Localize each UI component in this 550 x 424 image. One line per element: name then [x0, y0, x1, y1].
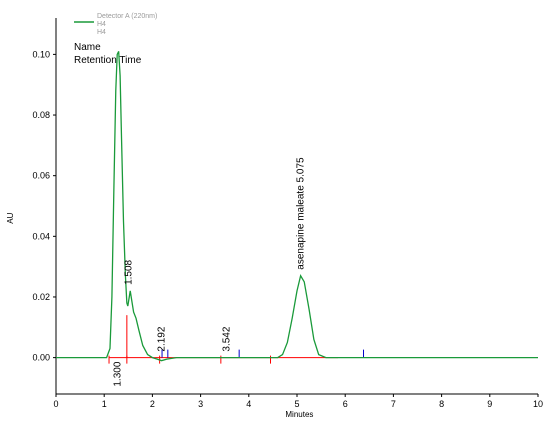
y-tick-label: 0.00: [32, 353, 50, 363]
peak-label: 3.542: [222, 326, 233, 351]
integration-markers: [108, 315, 365, 364]
y-tick-label: 0.02: [32, 292, 50, 302]
x-tick-label: 8: [439, 399, 444, 409]
x-tick-label: 0: [53, 399, 58, 409]
peak-label: 2.192: [157, 326, 168, 351]
info-label-name: Name: [74, 42, 101, 53]
x-tick-label: 1: [102, 399, 107, 409]
peak-labels: 1.300 1.508 2.192 3.542 asenapine maleate 5.…: [113, 157, 307, 387]
x-tick-label: 2: [150, 399, 155, 409]
peak-label: 1.508: [124, 259, 135, 284]
x-axis-ticks: 0 1 2 3 4 5 6 7 8 9 10: [53, 394, 543, 409]
legend-line-3: H4: [97, 29, 106, 36]
peak-label: asenapine maleate 5.075: [296, 157, 307, 270]
y-tick-label: 0.06: [32, 171, 50, 181]
legend-series-label: Detector A (220nm): [97, 13, 157, 20]
y-axis-ticks: 0.00 0.02 0.04 0.06 0.08 0.10: [32, 49, 56, 363]
y-tick-label: 0.04: [32, 231, 50, 241]
legend-line-2: H4: [97, 21, 106, 28]
x-tick-label: 10: [533, 399, 543, 409]
y-tick-label: 0.10: [32, 49, 50, 59]
y-axis-title: AU: [6, 212, 15, 223]
x-tick-label: 5: [294, 399, 299, 409]
x-tick-label: 9: [487, 399, 492, 409]
x-tick-label: 3: [198, 399, 203, 409]
x-axis-title: Minutes: [285, 410, 313, 419]
x-tick-label: 6: [343, 399, 348, 409]
x-tick-label: 7: [391, 399, 396, 409]
y-tick-label: 0.08: [32, 110, 50, 120]
x-tick-label: 4: [246, 399, 251, 409]
legend: Detector A (220nm) H4 H4: [74, 13, 157, 36]
peak-label: 1.300: [113, 361, 124, 386]
info-label-retention-time: Retention Time: [74, 55, 142, 66]
series-line-detector-a: [56, 51, 538, 362]
